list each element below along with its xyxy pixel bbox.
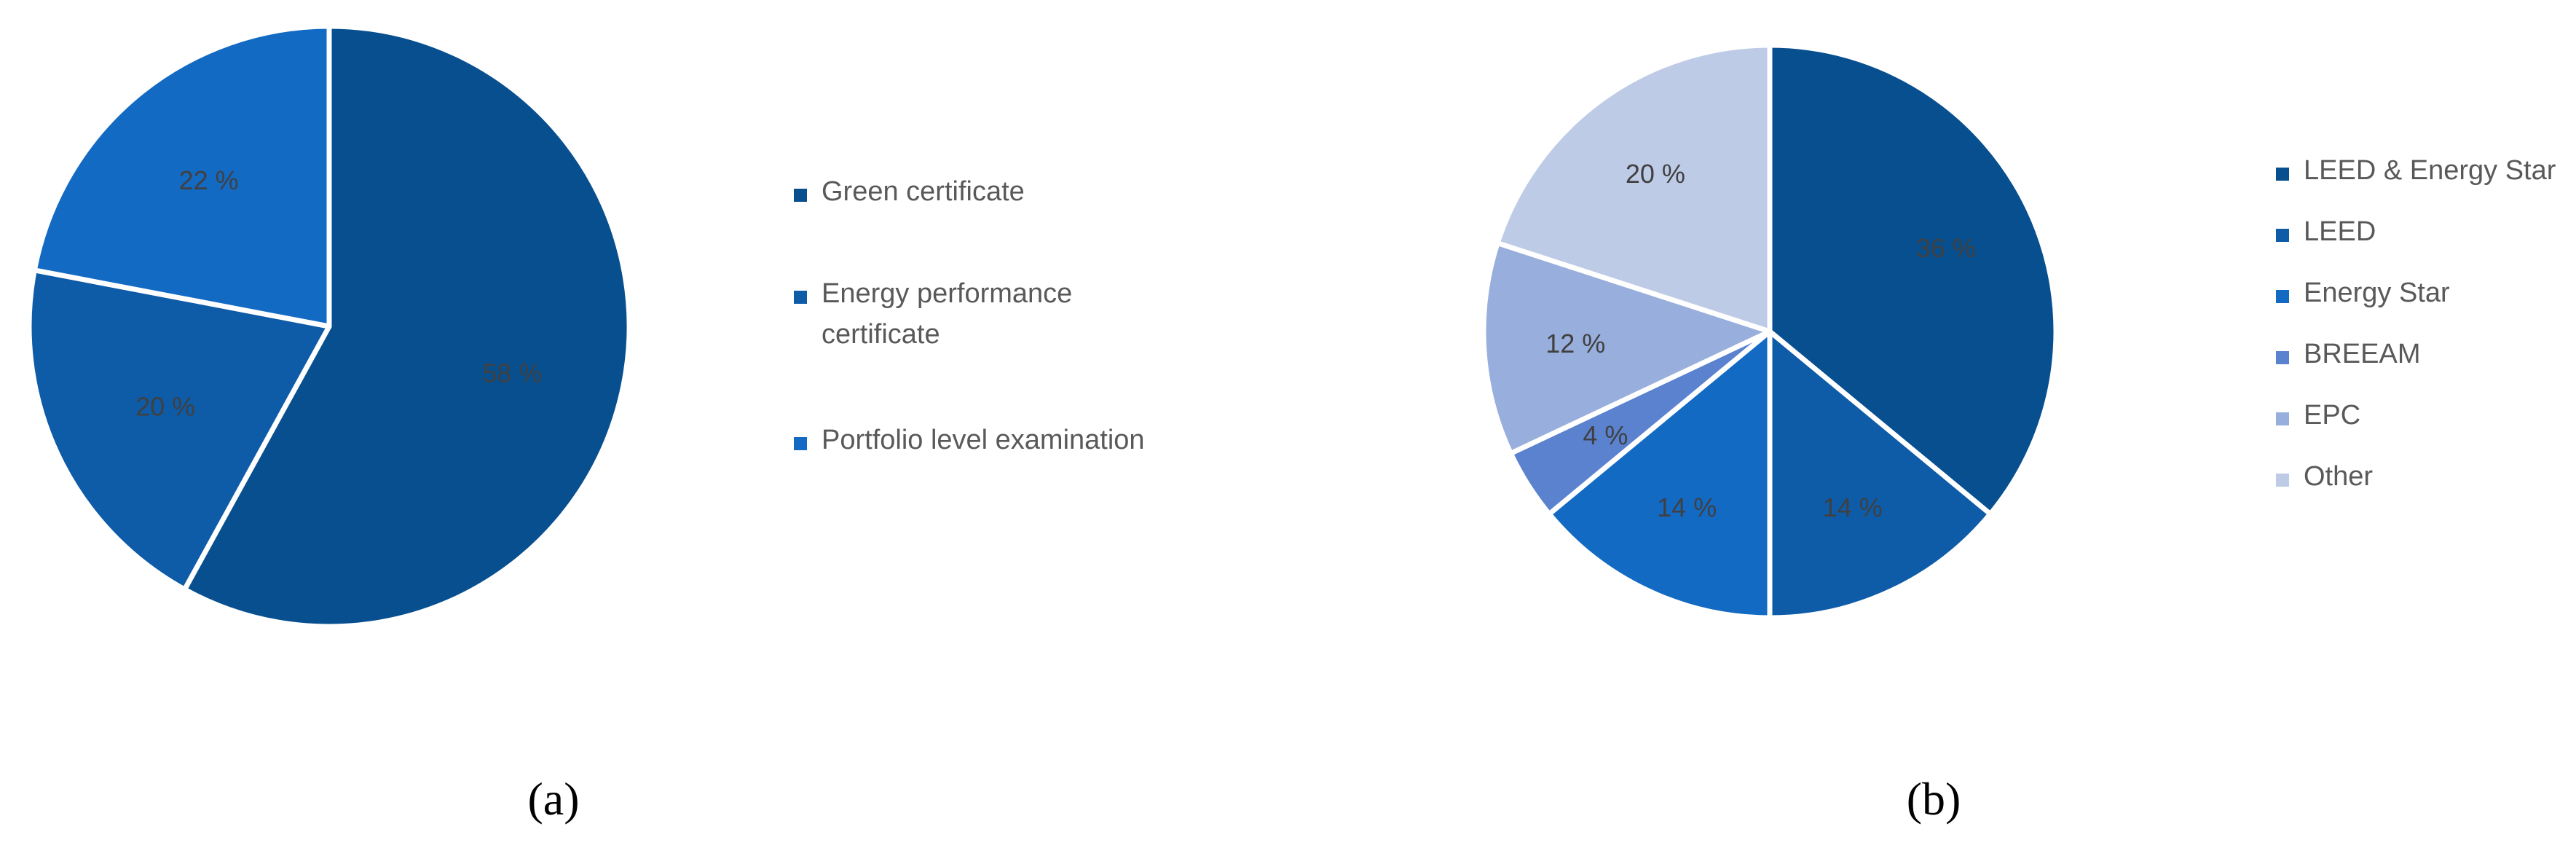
legend-label: Other	[2304, 461, 2373, 492]
pie-a-slice-3	[31, 23, 332, 329]
caption-b: (b)	[1907, 773, 1961, 825]
pie-a-value-labels: 58 % 20 % 22 %	[135, 165, 542, 422]
legend-label: Energy Star	[2304, 278, 2450, 308]
pie-b-slice-3	[1546, 329, 1773, 621]
legend-marker	[794, 189, 807, 202]
pie-b-value-label-2: 14 %	[1823, 492, 1883, 522]
pie-b-legend-item-2: LEED	[2276, 216, 2376, 247]
legend-label: BREEAM	[2304, 339, 2420, 369]
pie-chart-b: 36 % 14 % 14 % 4 % 12 % 20 % LEED & Energy St…	[1481, 42, 2556, 825]
pie-chart-a: 58 % 20 % 22 % Green certificate Energy per…	[26, 23, 1145, 825]
legend-label: LEED & Energy Star	[2304, 155, 2556, 186]
legend-marker	[2276, 168, 2289, 181]
pie-b-legend: LEED & Energy Star LEED Energy Star BREEAM E…	[2276, 155, 2556, 492]
legend-marker	[2276, 290, 2289, 303]
pie-a-value-label-3: 22 %	[179, 165, 239, 195]
pie-b-value-label-1: 36 %	[1916, 233, 1976, 263]
legend-marker	[2276, 474, 2289, 487]
pie-b-slices	[1481, 42, 2059, 621]
pie-a-slice-1	[182, 23, 632, 629]
legend-label: Energy performance	[822, 278, 1072, 309]
pie-a-slice-2	[26, 267, 332, 592]
legend-label: EPC	[2304, 400, 2360, 431]
legend-marker	[2276, 229, 2289, 242]
pie-a-legend-item-3: Portfolio level examination	[794, 425, 1145, 455]
legend-marker	[2276, 351, 2289, 364]
legend-marker	[794, 437, 807, 450]
legend-marker	[794, 291, 807, 304]
pie-b-value-label-3: 14 %	[1657, 492, 1717, 522]
pie-b-value-label-4: 4 %	[1583, 420, 1628, 450]
legend-label: Green certificate	[822, 176, 1025, 207]
pie-b-slice-2	[1767, 329, 1993, 621]
pie-b-legend-item-6: Other	[2276, 461, 2373, 492]
legend-label: LEED	[2304, 216, 2376, 247]
pie-a-legend-item-1: Green certificate	[794, 176, 1025, 207]
pie-b-legend-item-3: Energy Star	[2276, 278, 2450, 308]
pie-a-value-label-2: 20 %	[135, 392, 195, 422]
pie-b-legend-item-4: BREEAM	[2276, 339, 2420, 369]
pie-b-legend-item-5: EPC	[2276, 400, 2360, 431]
pie-b-slice-1	[1767, 42, 2059, 517]
pie-b-legend-item-1: LEED & Energy Star	[2276, 155, 2556, 186]
legend-label: certificate	[822, 319, 940, 350]
pie-a-legend: Green certificate Energy performance certi…	[794, 176, 1145, 455]
pie-b-value-label-6: 20 %	[1626, 159, 1685, 189]
pie-a-legend-item-2: Energy performance certificate	[794, 278, 1072, 350]
legend-label: Portfolio level examination	[822, 425, 1145, 455]
pie-a-slices	[26, 23, 632, 629]
caption-a: (a)	[527, 773, 579, 825]
pie-b-value-label-5: 12 %	[1545, 329, 1605, 358]
pie-b-slice-5	[1481, 240, 1773, 456]
pie-b-value-labels: 36 % 14 % 14 % 4 % 12 % 20 %	[1545, 159, 1976, 522]
legend-marker	[2276, 412, 2289, 425]
pie-a-value-label-1: 58 %	[482, 358, 542, 388]
pie-b-slice-6	[1494, 42, 1773, 334]
